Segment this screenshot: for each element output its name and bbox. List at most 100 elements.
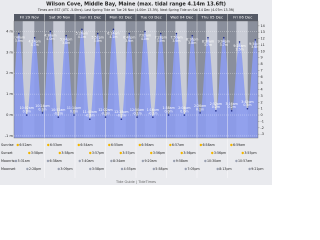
tide-height: 3.8m <box>188 41 196 45</box>
tide-extreme <box>104 116 107 118</box>
tide-time: 7:50am <box>170 36 182 40</box>
y2-tick-label: 12 <box>261 37 265 41</box>
tide-height: 0.2m <box>212 105 220 109</box>
row-time: 3:57pm <box>122 151 134 155</box>
tide-time: 5:52pm <box>92 36 104 40</box>
footer: Tide Guide | TideTimes <box>115 180 156 184</box>
y2-tick-label: -2 <box>261 126 264 130</box>
chart: Wilson Cove, Middle Bay, Maine (max. tid… <box>0 0 272 185</box>
row-marker <box>199 143 203 147</box>
row-time: 10:57am <box>238 159 252 163</box>
day-label: Thu 05 Dec <box>200 15 223 20</box>
tide-extreme <box>152 116 154 118</box>
day-label: Mon 02 Dec <box>109 15 132 20</box>
row-time: 6:38am <box>50 159 62 163</box>
tide-time: 12:28pm <box>114 110 128 114</box>
tide-height: 3.9m <box>125 39 133 43</box>
tide-height: -0.1m <box>54 112 63 116</box>
row-marker <box>119 151 122 155</box>
row-marker <box>78 159 81 163</box>
y2-tick-label: 8 <box>261 62 263 66</box>
tide-height: 3.9m <box>94 39 102 43</box>
tide-height: 3.7m <box>31 43 39 47</box>
tide-time: 7:02am <box>139 33 151 37</box>
row-marker <box>235 159 238 163</box>
day-label: Tue 03 Dec <box>140 15 162 20</box>
y2-tick-label: 13 <box>261 30 265 34</box>
row-time: 3:58pm <box>92 167 104 171</box>
row-marker <box>46 159 50 163</box>
tide-extreme <box>120 118 123 120</box>
tide-extreme <box>246 107 249 110</box>
tide-time: 3:16am <box>226 102 238 106</box>
row-time: 7:40am <box>81 159 93 163</box>
tide-extreme <box>89 118 91 120</box>
tide-time: 4:38am <box>44 33 56 37</box>
tide-time: 11:14pm <box>67 106 81 110</box>
row-time: 6:57am <box>172 143 184 147</box>
tide-height: 0.0m <box>23 109 31 113</box>
daylight <box>22 21 35 138</box>
row-marker <box>77 143 80 147</box>
tide-extreme <box>254 39 257 41</box>
y2-tick-label: 4 <box>261 88 263 92</box>
tide-extreme <box>81 28 83 31</box>
tide-time: 3:48am <box>13 36 25 40</box>
y-tick-label: 1 m <box>6 92 13 96</box>
daylight <box>114 21 126 138</box>
tide-height: 0.0m <box>180 109 188 113</box>
row-time: 5:31am <box>18 159 30 163</box>
tide-extreme <box>128 32 131 35</box>
row-time: 7:05pm <box>187 167 199 171</box>
tide-time: 7:28pm <box>155 36 167 40</box>
tide-extreme <box>191 34 194 37</box>
tide-extreme <box>41 112 44 114</box>
row-marker <box>184 167 187 171</box>
row-label: Moonset <box>1 167 16 171</box>
daylight <box>175 21 187 138</box>
row-time: 3:56pm <box>183 151 195 155</box>
tide-time: 9:54pm <box>249 42 261 46</box>
y2-tick-label: 2 <box>261 100 263 104</box>
row-marker <box>152 167 156 171</box>
y-tick-label: 0 m <box>6 113 13 117</box>
tide-time: 9:04pm <box>218 40 230 44</box>
y-tick-label: -1 m <box>5 134 14 138</box>
y2-tick-label: 10 <box>261 49 265 53</box>
tide-height: 4.0m <box>141 37 149 41</box>
row-marker <box>26 167 29 171</box>
row-marker <box>248 167 251 171</box>
row-marker <box>169 143 172 147</box>
tide-height: 3.7m <box>204 43 212 47</box>
y2-tick-label: 7 <box>261 68 263 72</box>
tide-time: 9:28am <box>233 44 245 48</box>
tide-extreme <box>222 36 225 39</box>
tide-height: 4.1m <box>109 35 117 39</box>
row-marker <box>216 167 219 171</box>
y2-tick-label: 9 <box>261 56 263 60</box>
tide-time: 12:50am <box>130 108 144 112</box>
tide-time: 1:38am <box>162 106 174 110</box>
y2-tick-label: 5 <box>261 81 263 85</box>
row-time: 9:58am <box>176 159 188 163</box>
row-time: 3:09pm <box>60 167 72 171</box>
row-time: 5:58pm <box>155 167 167 171</box>
row-marker <box>211 151 214 155</box>
row-time: 6:53am <box>50 143 62 147</box>
row-time: 3:58pm <box>61 151 73 155</box>
y2-tick-label: -1 <box>261 119 264 123</box>
tide-time: 12:02am <box>98 108 112 112</box>
y2-tick-label: 3 <box>261 94 263 98</box>
row-marker <box>230 143 233 147</box>
daylight <box>53 21 65 138</box>
tide-height: -0.2m <box>85 114 94 118</box>
row-marker <box>110 159 113 163</box>
y2-tick-label: 6 <box>261 75 263 79</box>
y-tick-label: 2 m <box>6 71 13 75</box>
row-time: 3:58pm <box>31 151 43 155</box>
row-marker <box>241 151 244 155</box>
row-time: 6:54am <box>80 143 92 147</box>
tide-height: 4.0m <box>46 37 54 41</box>
tide-time: 2:26am <box>194 104 206 108</box>
tide-time: 8:38am <box>202 40 214 44</box>
